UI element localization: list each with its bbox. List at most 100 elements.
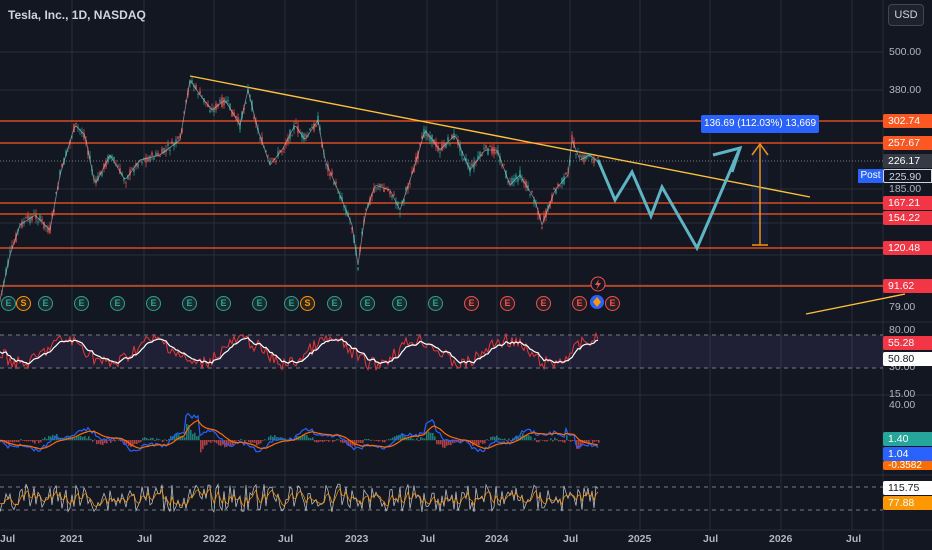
macd-histogram-bar (342, 440, 344, 444)
macd-histogram-bar (114, 440, 116, 442)
candle-body (81, 131, 83, 134)
earnings-event-icon[interactable]: E (572, 296, 587, 311)
macd-histogram-bar (546, 440, 548, 442)
split-event-icon[interactable]: S (16, 296, 31, 311)
macd-histogram-bar (36, 440, 38, 441)
candle-body (513, 177, 515, 182)
candle-body (537, 211, 539, 216)
candle-body (199, 91, 201, 95)
candle-body (95, 178, 97, 182)
candle-body (561, 177, 563, 185)
earnings-event-icon[interactable]: E (252, 296, 267, 311)
macd-histogram-bar (102, 440, 104, 446)
macd-histogram-bar (322, 440, 324, 443)
candle-body (197, 93, 199, 95)
macd-histogram-bar (96, 440, 98, 445)
candle-body (161, 148, 163, 154)
earnings-event-icon[interactable]: E (428, 296, 443, 311)
macd-histogram-bar (52, 434, 54, 441)
macd-histogram-bar (554, 437, 556, 441)
earnings-event-icon[interactable]: E (146, 296, 161, 311)
candle-body (61, 163, 63, 167)
earnings-event-icon[interactable]: E (110, 296, 125, 311)
macd-histogram-bar (166, 440, 168, 442)
candle-body (141, 161, 143, 163)
earnings-event-icon[interactable]: E (38, 296, 53, 311)
candle-body (269, 161, 271, 164)
candle-body (479, 151, 481, 157)
earnings-event-icon[interactable]: E (464, 296, 479, 311)
macd-histogram-bar (106, 440, 108, 444)
x-tick: 2025 (628, 533, 652, 545)
macd-histogram-bar (190, 429, 192, 441)
candle-body (373, 187, 375, 193)
price-tag: 115.75 (883, 481, 932, 495)
candle-body (399, 213, 401, 215)
candle-body (565, 172, 567, 175)
candle-body (391, 195, 393, 198)
macd-histogram-bar (592, 440, 594, 443)
macd-histogram-bar (344, 440, 346, 443)
macd-histogram-bar (170, 435, 172, 441)
y-tick: 500.00 (889, 46, 922, 58)
candle-body (21, 221, 23, 228)
macd-histogram-bar (578, 440, 580, 449)
earnings-event-icon[interactable]: E (500, 296, 515, 311)
candle-body (253, 117, 255, 119)
candle-body (273, 158, 275, 161)
macd-histogram-bar (46, 438, 48, 441)
price-tag: 257.67 (883, 136, 932, 150)
macd-histogram-bar (326, 440, 328, 441)
candle-body (229, 103, 231, 110)
candle-body (575, 153, 577, 155)
earnings-event-icon[interactable]: E (536, 296, 551, 311)
split-event-icon[interactable]: S (300, 296, 315, 311)
macd-histogram-bar (268, 436, 270, 441)
candle-body (303, 133, 305, 141)
macd-histogram-bar (598, 440, 600, 443)
candle-body (25, 217, 27, 219)
earnings-event-icon[interactable]: E (605, 296, 620, 311)
earnings-event-icon[interactable]: E (284, 296, 299, 311)
earnings-event-icon[interactable]: E (392, 296, 407, 311)
macd-histogram-bar (196, 436, 198, 441)
earnings-event-icon[interactable]: E (327, 296, 342, 311)
macd-histogram-bar (130, 440, 132, 448)
macd-histogram-bar (442, 440, 444, 448)
macd-histogram-bar (550, 438, 552, 441)
candle-body (437, 145, 439, 152)
candle-body (515, 175, 517, 179)
macd-histogram-bar (314, 440, 316, 443)
earnings-event-icon[interactable]: E (216, 296, 231, 311)
candle-body (333, 181, 335, 185)
macd-histogram-bar (558, 440, 560, 442)
earnings-event-icon[interactable]: E (182, 296, 197, 311)
candle-body (31, 216, 33, 221)
candle-body (11, 245, 13, 249)
candle-body (201, 95, 203, 97)
candle-body (521, 178, 523, 182)
candle-body (55, 192, 57, 194)
earnings-event-icon[interactable]: E (74, 296, 89, 311)
macd-histogram-bar (310, 438, 312, 441)
macd-histogram-bar (530, 436, 532, 441)
macd-histogram-bar (254, 440, 256, 443)
macd-histogram-bar (360, 440, 362, 443)
macd-histogram-bar (510, 440, 512, 442)
earnings-event-icon[interactable]: E (360, 296, 375, 311)
macd-histogram-bar (168, 438, 170, 441)
candle-body (499, 156, 501, 163)
candle-body (233, 112, 235, 116)
currency-button[interactable]: USD (888, 4, 924, 26)
candle-body (597, 157, 599, 158)
candle-body (71, 136, 73, 138)
macd-line (0, 412, 599, 453)
earnings-event-icon[interactable]: E (1, 296, 16, 311)
macd-histogram-bar (556, 438, 558, 441)
candle-body (271, 158, 273, 160)
macd-histogram-bar (136, 440, 138, 445)
candle-body (295, 122, 297, 124)
macd-histogram-bar (454, 440, 456, 443)
macd-histogram-bar (198, 435, 200, 441)
